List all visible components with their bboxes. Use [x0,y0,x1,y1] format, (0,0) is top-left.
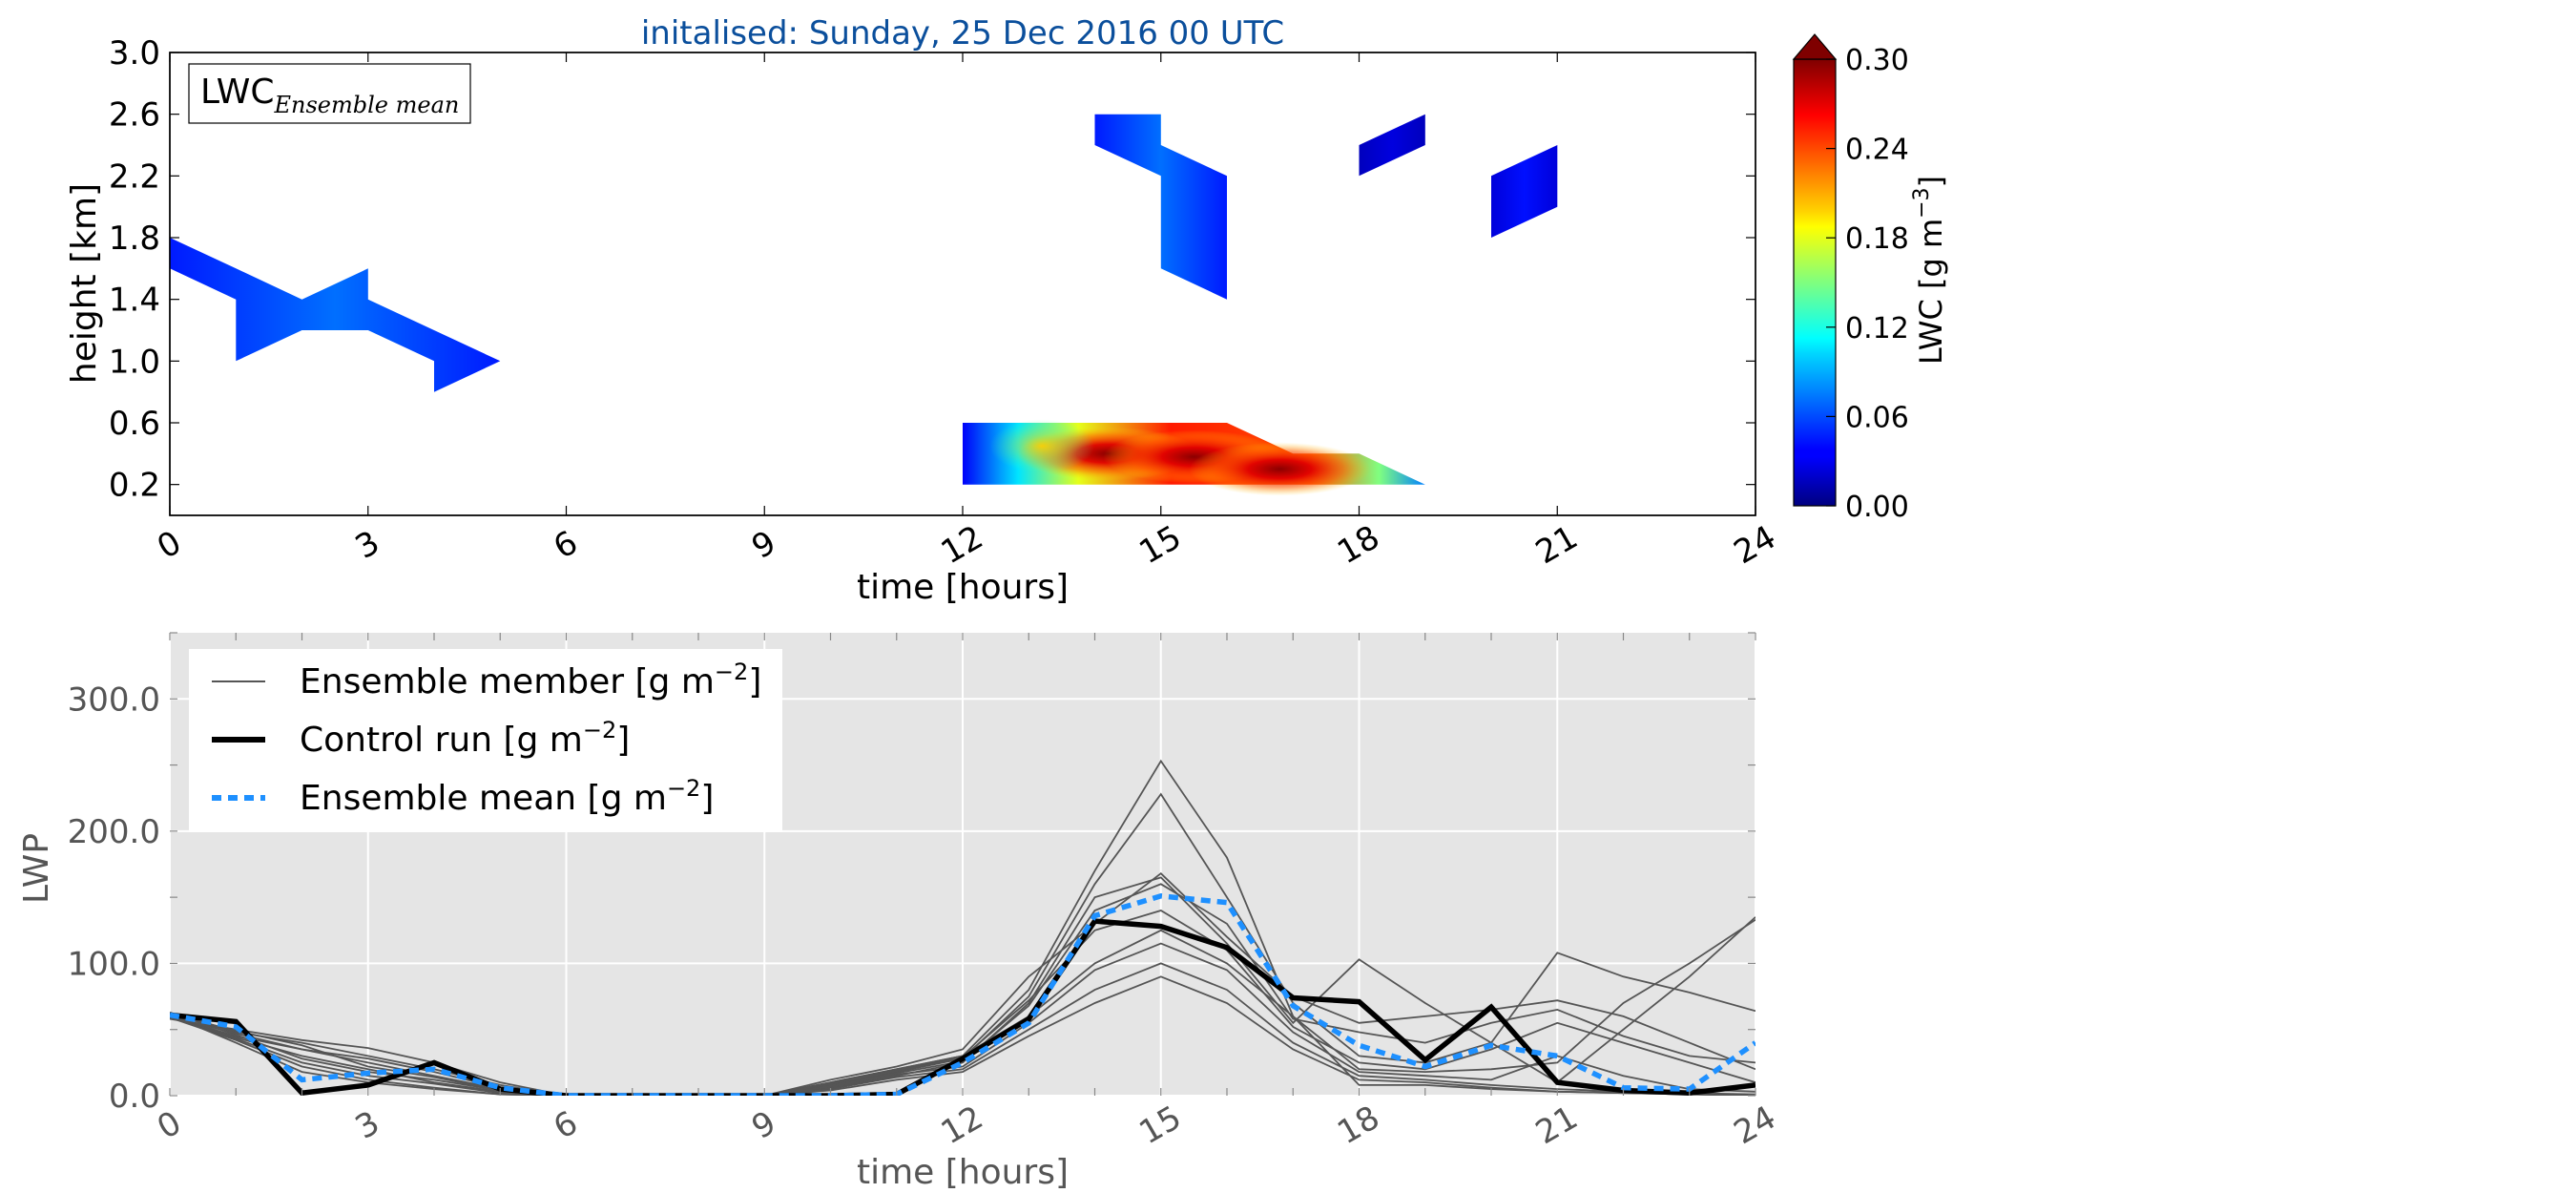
lwp-x-tick-label: 18 [1331,1099,1385,1152]
heatmap-region [1359,114,1425,177]
heatmap-region [1094,114,1227,300]
control-run-line [170,918,1755,1096]
figure-title: initalised: Sunday, 25 Dec 2016 00 UTC [641,14,1284,52]
heatmap-hotspot [1189,442,1371,496]
heatmap-x-tick-label: 15 [1133,518,1188,572]
heatmap-x-tick-label: 24 [1728,518,1782,572]
lwp-x-tick-label: 6 [548,1103,585,1146]
heatmap-y-tick-label: 1.0 [109,343,160,381]
heatmap-y-tick-label: 0.6 [109,405,160,443]
colorbar-tick-label: 0.24 [1845,134,1909,167]
colorbar-tick-label: 0.06 [1845,401,1909,434]
heatmap-region [1491,145,1558,238]
ensemble-member-line [170,942,1755,1096]
lwp-x-tick-label: 21 [1529,1099,1584,1152]
lwp-y-tick-label: 200.0 [68,813,160,851]
heatmap-x-tick-label: 21 [1529,518,1584,572]
lwp-y-tick-label: 0.0 [109,1078,160,1116]
lwp-series [170,759,1755,1096]
heatmap-y-tick-label: 0.2 [109,467,160,505]
heatmap-y-tick-label: 1.4 [109,282,160,320]
heatmap-x-tick-label: 9 [745,523,782,566]
heatmap-x-tick-label: 3 [349,523,386,566]
colorbar-tick-label: 0.18 [1845,222,1909,256]
lwp-x-axis-label: time [hours] [857,1153,1069,1192]
lwp-grid [170,633,1755,1096]
legend-box [189,649,782,832]
heatmap-frame [169,52,1756,516]
heatmap-x-tick-label: 6 [548,523,585,566]
colorbar-tick-label: 0.12 [1845,312,1909,345]
colorbar-extend-arrow [1792,33,1838,60]
lwp-x-tick-label: 15 [1133,1099,1188,1152]
heatmap-region [170,238,501,392]
lwc-heatmap-panel: 0 3 6 9 12 15 18 21 24 0.2 0.6 1.0 1.4 1.8 2.2 2.6 3.0 L… [65,33,1949,607]
lwp-y-tick-label: 100.0 [68,945,160,983]
inset-label-box [188,63,471,124]
colorbar-tick-label: 0.30 [1845,44,1909,77]
heatmap-regions [170,114,1558,496]
legend-mean-label: Ensemble mean [g m−2] [300,775,714,818]
colorbar: 0.00 0.06 0.12 0.18 0.24 0.30 LWC [g m−3] [1792,33,1949,524]
colorbar-bar [1793,58,1837,507]
legend-control-label: Control run [g m−2] [300,717,630,760]
heatmap-y-axis-label: height [km] [65,183,104,384]
lwp-legend: Ensemble member [g m−2] Control run [g m… [189,649,782,832]
legend-member-label: Ensemble member [g m−2] [300,659,761,701]
heatmap-hotspot [989,419,1095,473]
heatmap-y-tick-label: 2.6 [109,96,160,135]
inset-label: LWCEnsemble mean [200,73,459,118]
colorbar-ticks: 0.00 0.06 0.12 0.18 0.24 0.30 [1826,44,1909,524]
lwp-x-tick-label: 12 [935,1099,989,1152]
heatmap-y-tick-label: 3.0 [109,34,160,73]
heatmap-y-tick-label: 1.8 [109,220,160,258]
lwp-y-tick-label: 300.0 [68,680,160,719]
lwp-x-tick-label: 9 [745,1103,782,1146]
colorbar-label: LWC [g m−3] [1910,176,1949,365]
heatmap-x-tick-label: 0 [151,523,188,566]
colorbar-tick-label: 0.00 [1845,491,1909,524]
heatmap-y-tick-label: 2.2 [109,157,160,196]
lwp-y-axis-label: LWP [17,833,56,904]
heatmap-x-tick-label: 12 [935,518,989,572]
lwp-x-tick-label: 3 [349,1103,386,1146]
heatmap-x-tick-label: 18 [1331,518,1385,572]
ensemble-member-line [170,962,1755,1096]
heatmap-x-axis-label: time [hours] [857,568,1069,607]
ensemble-mean-line [170,893,1755,1096]
lwp-x-tick-label: 24 [1728,1099,1782,1152]
